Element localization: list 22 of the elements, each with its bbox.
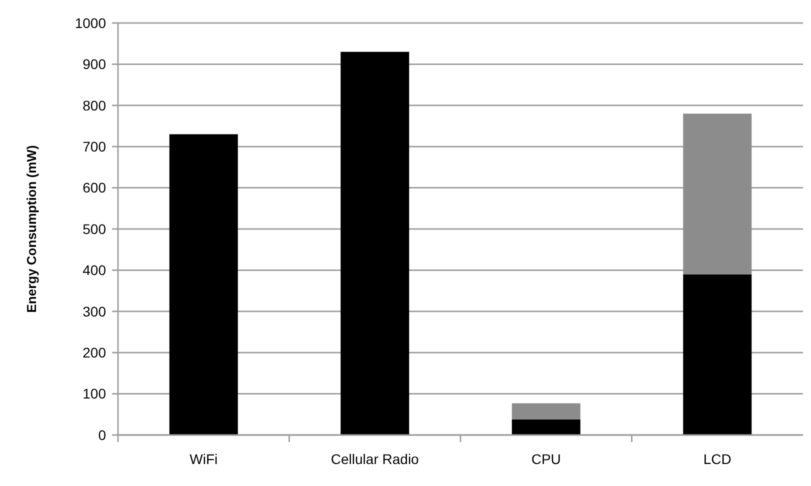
y-tick-label: 400 — [82, 262, 106, 278]
y-tick-label: 200 — [82, 344, 106, 360]
y-tick-label: 700 — [82, 138, 106, 154]
y-tick-label: 1000 — [74, 14, 106, 31]
bar — [340, 52, 410, 435]
y-tick-label: 900 — [82, 56, 106, 72]
bar — [683, 274, 752, 435]
y-tick-label: 100 — [82, 386, 106, 402]
y-tick-label: 300 — [82, 303, 106, 320]
x-tick-label: LCD — [703, 451, 732, 467]
x-tick-label: CPU — [531, 451, 561, 467]
y-tick-label: 600 — [82, 180, 106, 196]
bar — [512, 419, 580, 435]
y-tick-label: 0 — [98, 426, 106, 443]
y-tick-label: 500 — [82, 220, 106, 237]
x-tick-label: WiFi — [190, 451, 218, 467]
y-tick-label: 800 — [82, 97, 106, 114]
x-tick-label: Cellular Radio — [330, 451, 420, 467]
bar — [683, 114, 752, 274]
bar — [512, 403, 580, 420]
y-axis-title: Energy Consumption (mW) — [24, 145, 39, 313]
bar — [169, 134, 238, 435]
